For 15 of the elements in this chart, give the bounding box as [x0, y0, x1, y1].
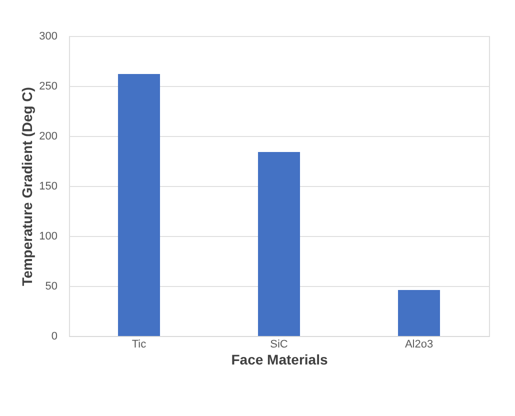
y-tick-label: 0 [51, 330, 58, 342]
y-tick-label: 250 [39, 80, 58, 92]
bar [118, 74, 160, 336]
y-tick-label: 200 [39, 130, 58, 142]
x-tick-label: Tic [132, 338, 147, 350]
x-tick-label: Al2o3 [404, 338, 434, 350]
x-axis-title: Face Materials [231, 352, 328, 368]
y-tick-label: 50 [45, 280, 58, 292]
bar [398, 290, 440, 336]
y-tick-label: 150 [39, 180, 58, 192]
y-tick-label: 100 [39, 230, 58, 242]
y-tick-label: 300 [39, 30, 58, 42]
x-tick-label: SiC [270, 338, 288, 350]
bar [258, 152, 300, 336]
y-axis-title: Temperature Gradient (Deg C) [19, 87, 36, 286]
